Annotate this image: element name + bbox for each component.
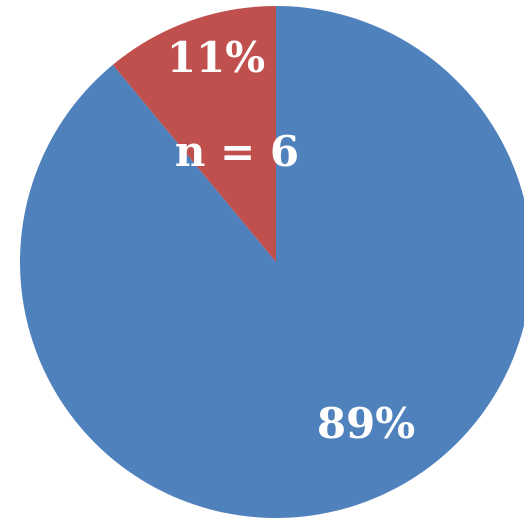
- pie-slice-89: [20, 6, 524, 518]
- sample-size-annotation: n = 6: [175, 127, 299, 176]
- pie-slice-11: [112, 6, 276, 262]
- pie-labels: 89% 11%: [167, 33, 415, 448]
- pie-slice-label-11: 11%: [167, 33, 265, 82]
- pie-slice-label-89: 89%: [317, 399, 415, 448]
- pie-slices: [20, 6, 524, 518]
